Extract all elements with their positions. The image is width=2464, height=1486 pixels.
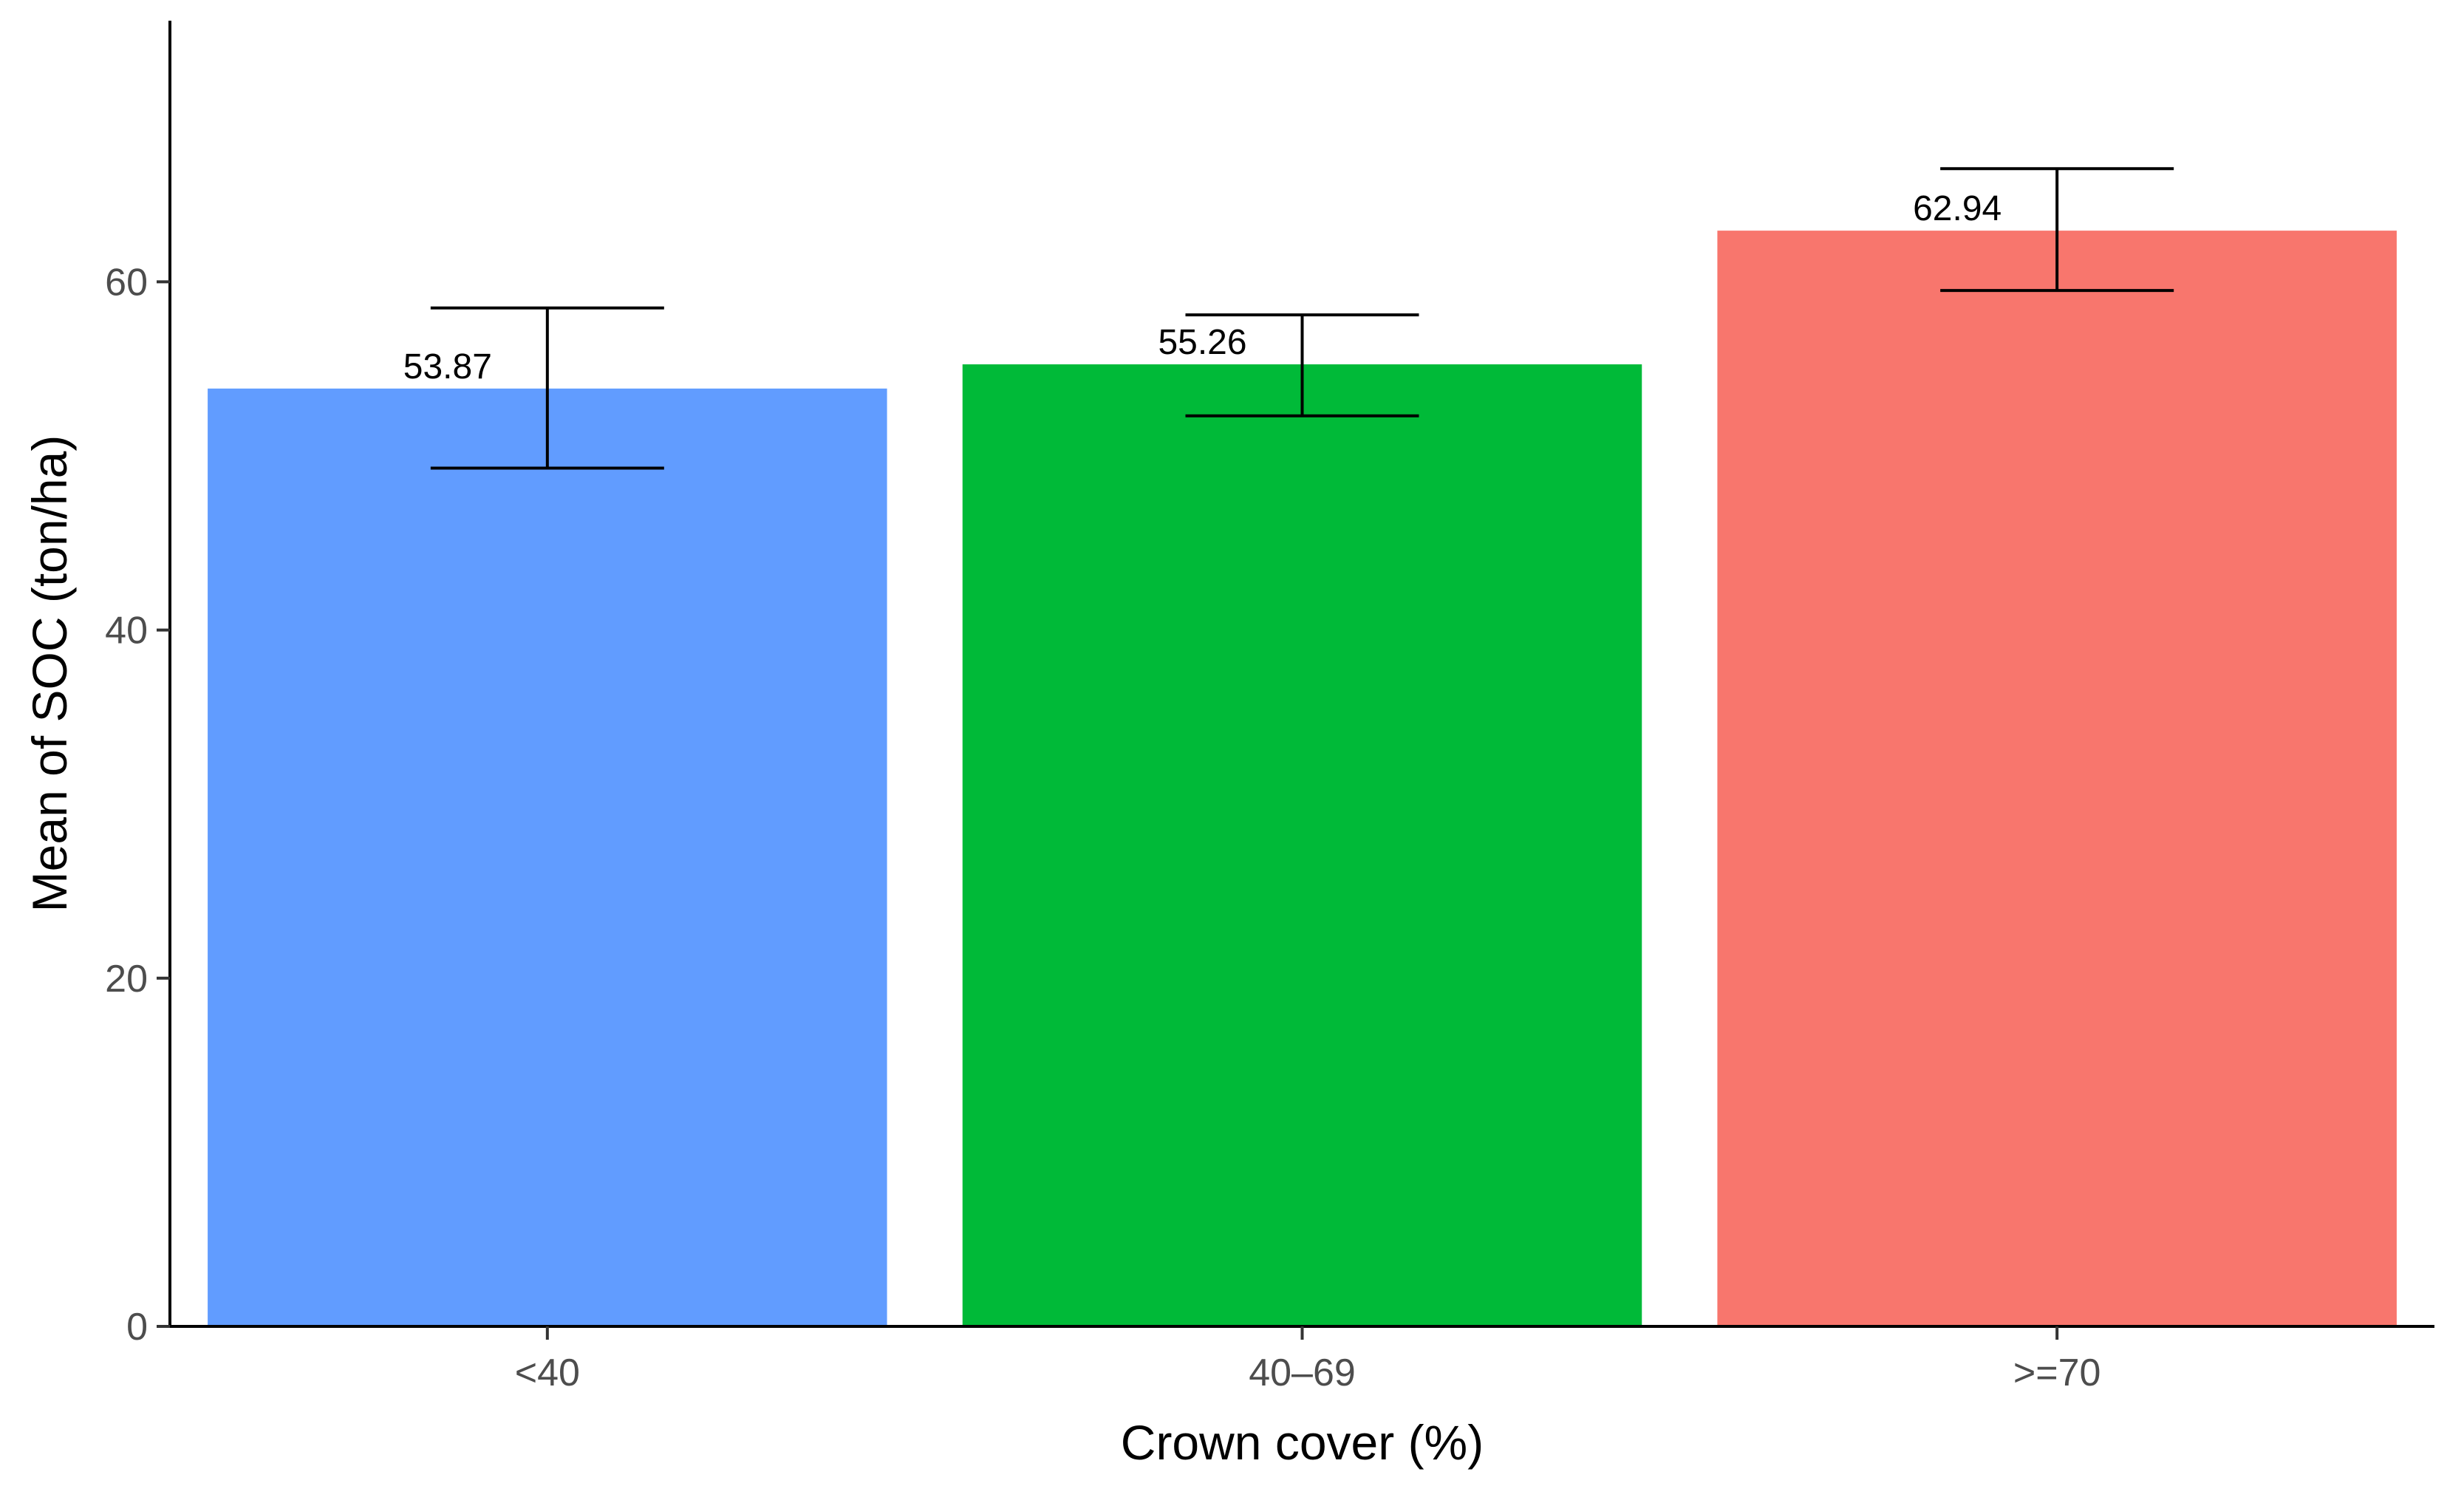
bar-1 [962,364,1642,1326]
bars-layer [208,231,2397,1327]
x-tick-label-0: <40 [515,1352,580,1394]
value-label-1: 55.26 [1158,323,1246,362]
y-tick-label-3: 60 [105,261,148,304]
value-label-0: 53.87 [403,347,492,386]
value-label-2: 62.94 [1913,189,2001,228]
error-bars-layer [430,167,2174,470]
bar-2 [1717,231,2397,1327]
y-tick-label-2: 40 [105,610,148,652]
x-ticks-layer: <40 40–69 >=70 [515,1326,2101,1394]
y-tick-label-0: 0 [126,1306,148,1349]
y-tick-label-1: 20 [105,958,148,1001]
y-axis-title: Mean of SOC (ton/ha) [22,435,77,913]
bar-0 [208,388,887,1327]
value-labels-layer: 53.87 55.26 62.94 [403,189,2001,386]
x-axis-title: Crown cover (%) [1121,1415,1484,1470]
y-ticks-layer: 0 20 40 60 [105,261,170,1349]
x-tick-label-1: 40–69 [1249,1352,1356,1394]
x-tick-label-2: >=70 [2013,1352,2101,1394]
